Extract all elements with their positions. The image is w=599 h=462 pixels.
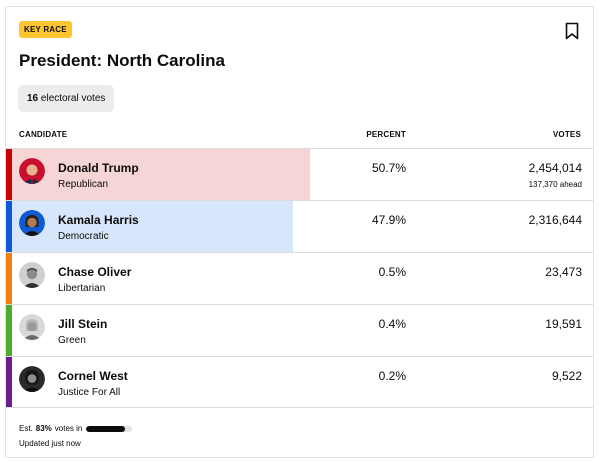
results-card: KEY RACE President: North Carolina 16 el…	[5, 6, 594, 458]
candidate-row: Chase Oliver Libertarian 0.5% 23,473	[6, 252, 593, 304]
electoral-votes-count: 16	[27, 93, 39, 104]
candidate-party: Democratic	[58, 231, 109, 242]
candidate-percent: 0.4%	[378, 317, 406, 331]
candidate-percent: 0.5%	[378, 265, 406, 279]
candidate-name: Chase Oliver	[58, 265, 132, 279]
candidate-table: Donald Trump Republican 50.7% 2,454,014 …	[6, 148, 593, 408]
votes-in-estimate: Est. 83% votes in	[19, 424, 133, 433]
party-color-bar	[6, 357, 12, 407]
candidate-votes: 9,522	[551, 369, 582, 383]
candidate-row: Kamala Harris Democratic 47.9% 2,316,644	[6, 200, 593, 252]
candidate-votes: 23,473	[545, 265, 582, 279]
vote-share-fill	[12, 201, 293, 252]
votes-in-progress-fill	[86, 425, 125, 432]
updated-timestamp: Updated just now	[19, 439, 81, 448]
vote-share-fill	[12, 149, 310, 200]
candidate-party: Justice For All	[58, 387, 121, 398]
bookmark-icon[interactable]	[565, 22, 579, 40]
candidate-party: Republican	[58, 179, 109, 190]
electoral-votes-label: electoral votes	[40, 93, 106, 104]
candidate-avatar	[19, 366, 45, 392]
party-color-bar	[6, 149, 12, 200]
candidate-avatar	[19, 210, 45, 236]
party-color-bar	[6, 305, 12, 356]
candidate-party: Green	[58, 335, 86, 346]
votes-in-progress-bar	[86, 425, 133, 432]
candidate-avatar	[19, 314, 45, 340]
candidate-row: Cornel West Justice For All 0.2% 9,522	[6, 356, 593, 408]
candidate-percent: 0.2%	[378, 369, 406, 383]
candidate-votes: 2,316,644	[528, 213, 582, 227]
est-prefix: Est.	[19, 424, 33, 433]
party-color-bar	[6, 253, 12, 304]
candidate-row: Donald Trump Republican 50.7% 2,454,014 …	[6, 148, 593, 200]
page-title: President: North Carolina	[19, 51, 225, 70]
candidate-name: Jill Stein	[58, 317, 108, 331]
candidate-name: Kamala Harris	[58, 213, 139, 227]
column-header-votes: VOTES	[552, 130, 581, 139]
vote-margin: 137,370 ahead	[528, 180, 582, 189]
candidate-row: Jill Stein Green 0.4% 19,591	[6, 304, 593, 356]
column-header-candidate: CANDIDATE	[19, 130, 68, 139]
candidate-votes: 2,454,014	[528, 161, 582, 175]
candidate-votes: 19,591	[545, 317, 582, 331]
est-value: 83%	[35, 424, 52, 433]
key-race-badge: KEY RACE	[19, 21, 72, 38]
electoral-votes-badge: 16 electoral votes	[18, 85, 115, 112]
est-suffix: votes in	[54, 424, 83, 433]
candidate-name: Donald Trump	[58, 161, 139, 175]
candidate-percent: 50.7%	[371, 161, 406, 175]
candidate-party: Libertarian	[58, 283, 106, 294]
candidate-avatar	[19, 262, 45, 288]
column-header-percent: PERCENT	[366, 130, 406, 139]
candidate-avatar	[19, 158, 45, 184]
candidate-name: Cornel West	[58, 369, 128, 383]
party-color-bar	[6, 201, 12, 252]
candidate-percent: 47.9%	[371, 213, 406, 227]
